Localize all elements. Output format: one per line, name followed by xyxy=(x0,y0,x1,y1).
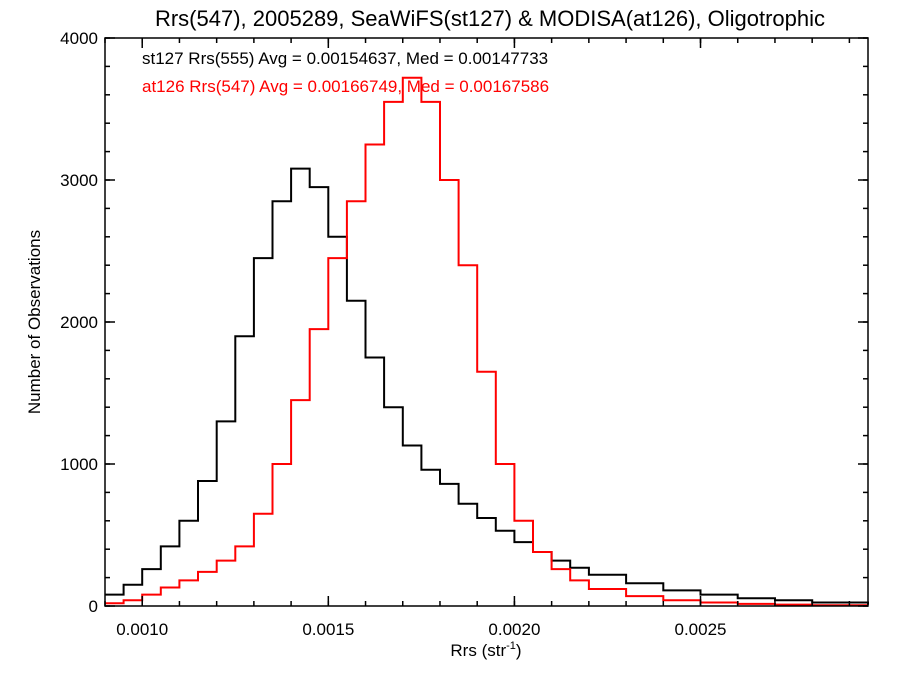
legend-entry-1: st127 Rrs(555) Avg = 0.00154637, Med = 0… xyxy=(142,49,548,68)
y-tick-label: 3000 xyxy=(60,171,98,190)
x-tick-label: 0.0020 xyxy=(488,620,540,639)
x-axis: 0.0010 0.0015 0.0020 0.0025 xyxy=(104,38,851,639)
x-axis-title-superscript: -1 xyxy=(506,640,516,652)
x-tick-label: 0.0015 xyxy=(302,620,354,639)
legend: st127 Rrs(555) Avg = 0.00154637, Med = 0… xyxy=(142,49,549,96)
x-axis-title-main: Rrs (str xyxy=(450,641,506,660)
y-axis-title: Number of Observations xyxy=(25,230,44,414)
x-axis-title: Rrs (str-1) xyxy=(450,640,521,660)
legend-entry-2: at126 Rrs(547) Avg = 0.00166749, Med = 0… xyxy=(142,77,549,96)
x-tick-label: 0.0025 xyxy=(675,620,727,639)
x-tick-label: 0.0010 xyxy=(116,620,168,639)
chart-title: Rrs(547), 2005289, SeaWiFS(st127) & MODI… xyxy=(155,6,825,31)
x-axis-title-end: ) xyxy=(516,641,522,660)
series-line-2 xyxy=(105,76,868,607)
series-line-1 xyxy=(105,167,869,605)
plot-series xyxy=(105,76,869,607)
y-tick-label: 2000 xyxy=(60,313,98,332)
y-axis: 0 1000 2000 3000 4000 xyxy=(60,29,868,616)
plot-frame xyxy=(104,37,869,607)
y-tick-label: 0 xyxy=(89,597,98,616)
y-tick-label: 4000 xyxy=(60,29,98,48)
y-tick-label: 1000 xyxy=(60,455,98,474)
